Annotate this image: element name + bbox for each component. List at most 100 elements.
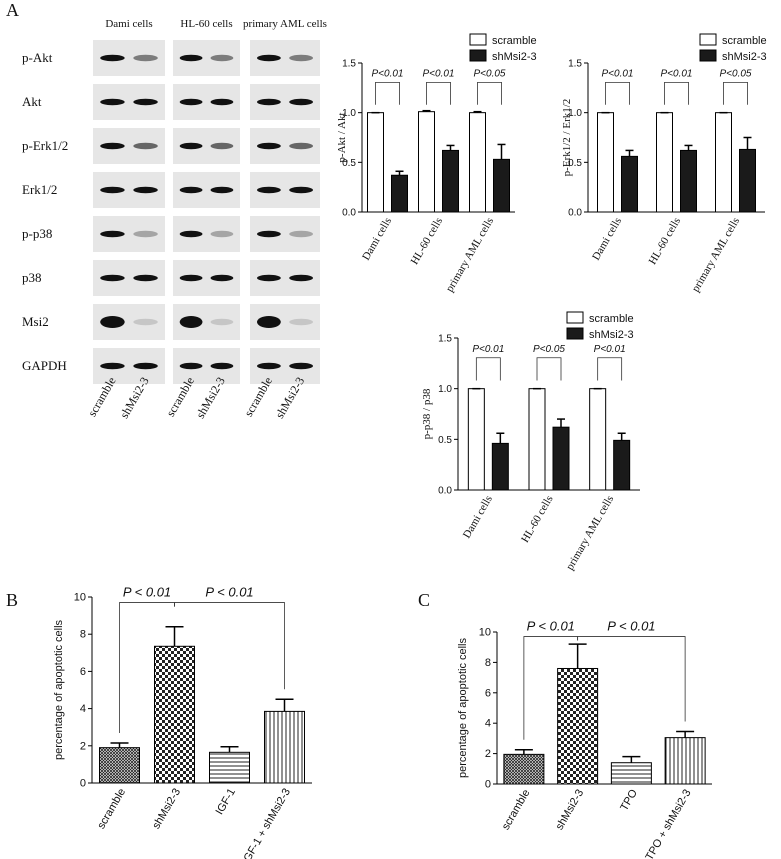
bar	[739, 148, 756, 213]
bar	[557, 667, 599, 785]
blot-band	[133, 142, 158, 150]
blot-row-label: p38	[22, 270, 42, 285]
legend-swatch	[469, 33, 487, 46]
blot-band	[257, 316, 281, 328]
blot-band	[289, 98, 313, 106]
bar	[621, 155, 638, 213]
blot-band	[257, 230, 281, 238]
x-tick-label: TPO + shMsi2-3	[643, 788, 693, 859]
blot-band	[210, 98, 234, 106]
x-tick-label: HL-60 cells	[647, 216, 684, 267]
y-tick-label: 10	[479, 627, 491, 639]
significance-bracket	[605, 81, 630, 105]
blot-band	[179, 186, 203, 194]
bar	[99, 747, 140, 784]
bar	[469, 112, 486, 213]
bar	[589, 388, 607, 491]
legend-swatch	[566, 311, 584, 324]
y-tick-label: 0.5	[568, 158, 582, 169]
x-tick-label: scramble	[500, 788, 533, 833]
y-tick-label: 1.0	[342, 108, 356, 119]
y-tick-label: 4	[80, 703, 86, 715]
blot-band	[257, 362, 281, 370]
y-tick-label: 1.5	[342, 59, 356, 70]
y-tick-label: 8	[80, 629, 86, 641]
x-tick-label: IGF-1	[214, 787, 238, 817]
blot-band	[100, 316, 125, 328]
blot-band	[257, 142, 281, 150]
blot-band	[289, 186, 313, 194]
legend-label: shMsi2-3	[492, 51, 537, 63]
y-tick-label: 0	[485, 779, 491, 791]
significance-label: P<0.01	[602, 68, 634, 79]
blot-band	[133, 54, 158, 62]
x-tick-label: IGF-1 + shMsi2-3	[240, 787, 293, 859]
significance-label: P<0.01	[594, 344, 626, 355]
x-tick-label: primary AML cells	[564, 494, 616, 573]
significance-bracket	[174, 602, 285, 690]
legend-swatch	[566, 327, 584, 340]
y-axis-label: percentage of apoptotic cells	[53, 619, 65, 760]
bar	[467, 388, 485, 491]
blot-band	[210, 230, 234, 238]
blot-band	[289, 274, 313, 282]
bar	[715, 112, 732, 213]
y-tick-label: 8	[485, 657, 491, 669]
significance-label: P<0.01	[423, 68, 455, 79]
blot-band	[179, 142, 203, 150]
legend-label: scramble	[722, 35, 767, 47]
y-tick-label: 1.5	[438, 334, 452, 345]
blot-band	[289, 54, 313, 62]
y-tick-label: 1.0	[568, 108, 582, 119]
blot-band	[210, 54, 234, 62]
y-tick-label: 0.5	[438, 435, 452, 446]
blot-band	[289, 318, 313, 326]
y-tick-label: 6	[485, 687, 491, 699]
y-tick-label: 2	[80, 740, 86, 752]
blot-row-label: Akt	[22, 94, 42, 109]
blot-band	[179, 316, 203, 328]
blot-band	[179, 54, 203, 62]
blot-band	[100, 54, 125, 62]
blot-band	[210, 274, 234, 282]
bar	[491, 442, 509, 491]
legend-swatch	[699, 49, 717, 62]
blot-band	[210, 362, 234, 370]
bar	[367, 112, 384, 213]
blot-column-header: primary AML cells	[243, 18, 327, 30]
blot-lane-label: scramble	[163, 375, 197, 420]
x-tick-label: Dami cells	[360, 216, 394, 263]
blot-band	[100, 274, 125, 282]
y-tick-label: 0.0	[438, 486, 452, 497]
blot-band	[289, 142, 313, 150]
bar	[528, 388, 546, 491]
blot-lane-label: scramble	[85, 375, 119, 420]
blot-lane-label: scramble	[241, 375, 275, 420]
blot-band	[257, 54, 281, 62]
y-tick-label: 0.0	[568, 208, 582, 219]
bar	[209, 751, 250, 784]
bar	[656, 112, 673, 213]
y-axis-label: p-Akt / Akt	[336, 112, 348, 162]
bar	[418, 111, 435, 213]
x-tick-label: shMsi2-3	[150, 787, 183, 832]
significance-label: P<0.05	[474, 68, 506, 79]
y-tick-label: 0.5	[342, 158, 356, 169]
blot-band	[100, 98, 125, 106]
x-tick-label: HL-60 cells	[409, 216, 446, 267]
legend-label: scramble	[589, 313, 634, 325]
y-axis-label: percentage of apoptotic cells	[457, 637, 469, 778]
significance-label: P<0.01	[472, 344, 504, 355]
y-axis-label: p-Erk1/2 / Erk1/2	[561, 99, 573, 177]
bar	[493, 158, 510, 213]
x-tick-label: scramble	[95, 787, 128, 832]
blot-band	[133, 318, 158, 326]
blot-band	[210, 186, 234, 194]
blot-band	[100, 142, 125, 150]
blot-column-header: HL-60 cells	[180, 18, 232, 30]
significance-label: P < 0.01	[527, 619, 575, 634]
x-tick-label: primary AML cells	[690, 216, 742, 295]
blot-band	[133, 362, 158, 370]
significance-bracket	[664, 81, 689, 105]
